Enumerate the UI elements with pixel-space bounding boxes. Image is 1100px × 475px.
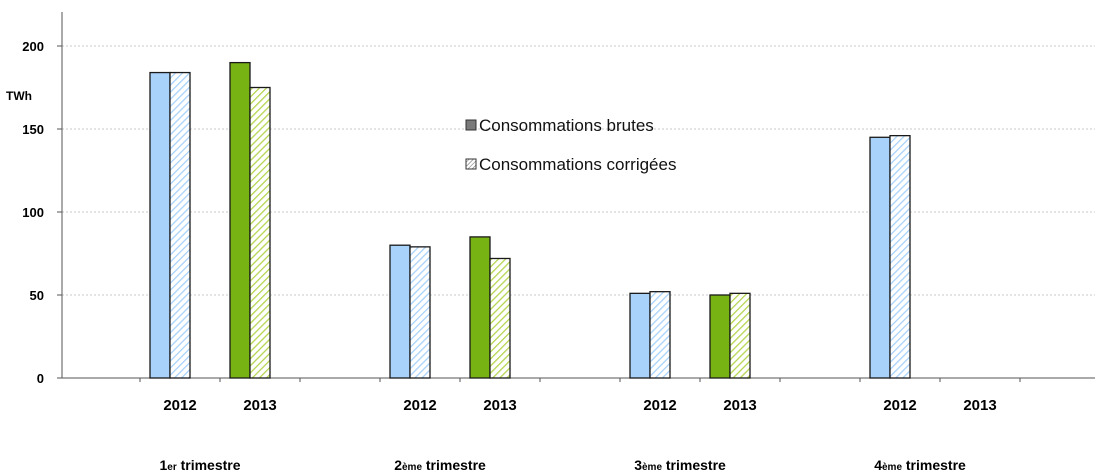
y-tick-label: 100 xyxy=(22,205,44,220)
bar-brutes-2013 xyxy=(709,294,731,379)
bar-brutes-2012 xyxy=(869,136,891,379)
year-label: 2013 xyxy=(723,397,756,414)
bar-corrigees-2013 xyxy=(489,257,511,379)
year-label: 2013 xyxy=(483,397,516,414)
bar-brutes-2012 xyxy=(389,244,411,379)
bar-corrigees-2012 xyxy=(649,291,671,379)
legend: Consommations brutes Consommations corri… xyxy=(465,116,676,174)
year-label: 2012 xyxy=(643,397,676,414)
bar-brutes-2013 xyxy=(469,236,491,379)
quarter-label: 3ème trimestre xyxy=(634,457,726,473)
year-label: 2012 xyxy=(403,397,436,414)
y-tick-label: 0 xyxy=(37,371,44,386)
quarter-label: 4ème trimestre xyxy=(874,457,966,473)
bar-corrigees-2012 xyxy=(409,246,431,379)
legend-label-brutes: Consommations brutes xyxy=(479,116,654,135)
bar-corrigees-2012 xyxy=(889,134,911,379)
year-label: 2012 xyxy=(163,397,196,414)
year-label: 2012 xyxy=(883,397,916,414)
year-label: 2013 xyxy=(243,397,276,414)
axis-labels: TWh 0 50 100 150 200 2012 2013 1er trimestre 201… xyxy=(6,39,997,473)
y-axis-unit: TWh xyxy=(6,89,32,103)
bars xyxy=(149,61,911,379)
bar-brutes-2012 xyxy=(149,71,171,379)
year-label: 2013 xyxy=(963,397,996,414)
legend-swatch-corrigees xyxy=(465,158,477,170)
bar-brutes-2013 xyxy=(229,61,251,379)
y-tick-label: 50 xyxy=(30,288,44,303)
bar-corrigees-2012 xyxy=(169,71,191,379)
legend-swatch-brutes xyxy=(465,119,477,131)
bar-corrigees-2013 xyxy=(729,292,751,379)
legend-label-corrigees: Consommations corrigées xyxy=(479,155,676,174)
y-tick-label: 200 xyxy=(22,39,44,54)
axes xyxy=(57,12,1095,382)
y-tick-label: 150 xyxy=(22,122,44,137)
bar-corrigees-2013 xyxy=(249,86,271,379)
quarter-label: 2ème trimestre xyxy=(394,457,486,473)
quarter-label: 1er trimestre xyxy=(159,457,240,473)
bar-brutes-2012 xyxy=(629,292,651,379)
